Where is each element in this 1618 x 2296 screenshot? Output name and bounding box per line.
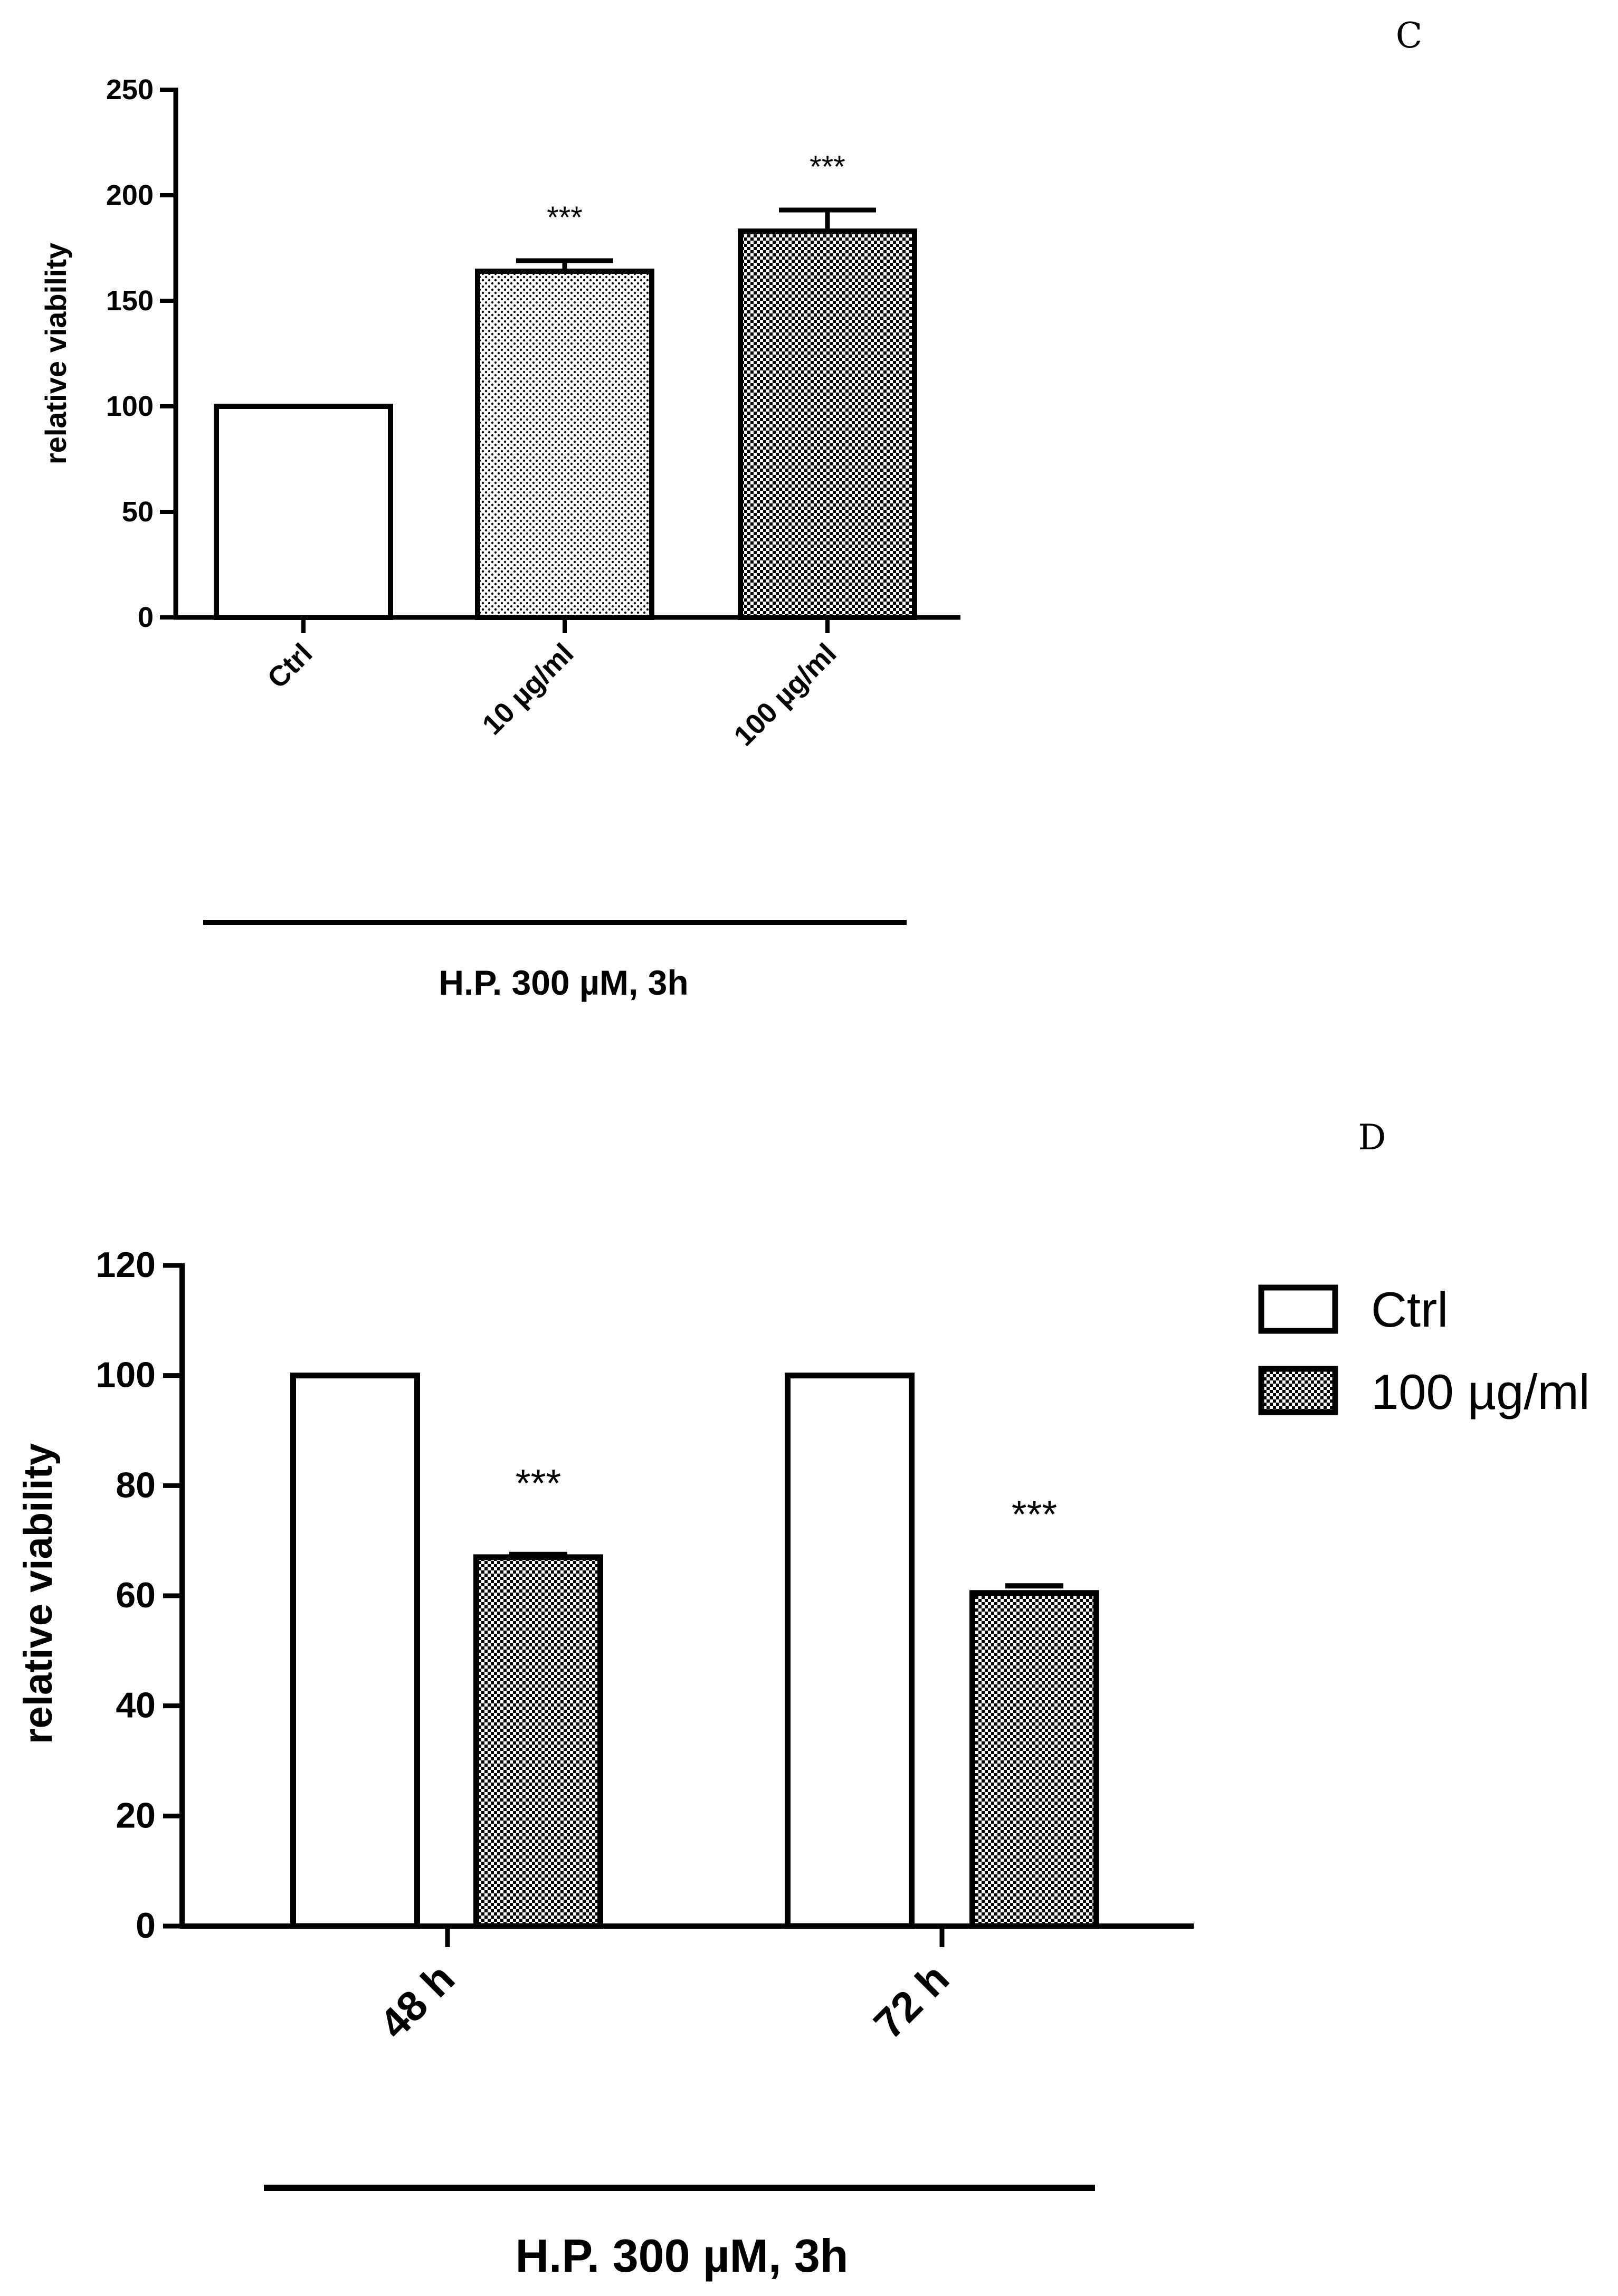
panel-d-bar <box>473 1554 603 1929</box>
panel-d-x-tick-label: 48 h <box>370 1955 463 2047</box>
panel-d-y-tick-label: 120 <box>96 1245 156 1285</box>
panel-d-y-tick-label: 0 <box>136 1906 156 1946</box>
panel-c-letter: C <box>1396 15 1423 56</box>
legend: Ctrl 100 µg/ml <box>1258 1282 1590 1419</box>
panel-c-y-tick-label: 100 <box>106 390 154 422</box>
panel-c-x-axis-title: H.P. 300 µM, 3h <box>439 963 688 1002</box>
panel-c-y-tick-label: 200 <box>106 179 154 211</box>
panel-c-x-tick-label: 10 µg/ml <box>476 637 579 741</box>
panel-c-chart: C relative viability 0 50 100 150 200 250 Ctr… <box>39 15 1422 1002</box>
legend-swatch-ctrl <box>1258 1284 1338 1334</box>
panel-c-y-tick-label: 150 <box>106 285 154 317</box>
panel-d-bar <box>785 1373 915 1929</box>
panel-d-significance-label: *** <box>516 1461 561 1505</box>
legend-label-ctrl: Ctrl <box>1371 1282 1448 1337</box>
panel-c-bar <box>214 404 393 620</box>
panel-d-letter: D <box>1358 1117 1386 1158</box>
legend-label-100ug: 100 µg/ml <box>1371 1364 1590 1419</box>
panel-d-y-axis-title: relative viability <box>16 1443 61 1744</box>
panel-d-y-tick-label: 100 <box>96 1355 156 1395</box>
panel-c-y-tick-label: 50 <box>122 496 154 528</box>
panel-d-y-tick-label: 80 <box>116 1465 156 1505</box>
panel-d-bar <box>969 1590 1099 1929</box>
panel-c-significance-label: *** <box>547 201 583 235</box>
panel-d-bar <box>290 1373 420 1929</box>
panel-d-x-axis-title: H.P. 300 µM, 3h <box>515 2230 848 2282</box>
panel-d-significance-label: *** <box>1012 1492 1057 1536</box>
panel-c-y-tick-label: 0 <box>138 602 154 633</box>
panel-d-y-tick-label: 20 <box>116 1795 156 1835</box>
panel-d-chart: D relative viability 0 20 40 60 80 100 120 ***… <box>16 1117 1590 2282</box>
panel-d-x-tick-label: 72 h <box>865 1955 958 2047</box>
panel-d-y-tick-label: 60 <box>116 1575 156 1615</box>
panel-c-bar <box>475 269 654 620</box>
legend-swatch-100ug <box>1258 1366 1338 1415</box>
panel-c-y-axis-title: relative viability <box>39 243 72 464</box>
panel-d-y-tick-label: 40 <box>116 1685 156 1726</box>
panel-c-significance-label: *** <box>810 150 845 184</box>
panel-c-x-tick-label: Ctrl <box>261 637 318 694</box>
panel-c-bar <box>738 228 917 620</box>
panel-c-x-tick-label: 100 µg/ml <box>728 637 842 752</box>
panel-c-y-tick-label: 250 <box>106 74 154 106</box>
